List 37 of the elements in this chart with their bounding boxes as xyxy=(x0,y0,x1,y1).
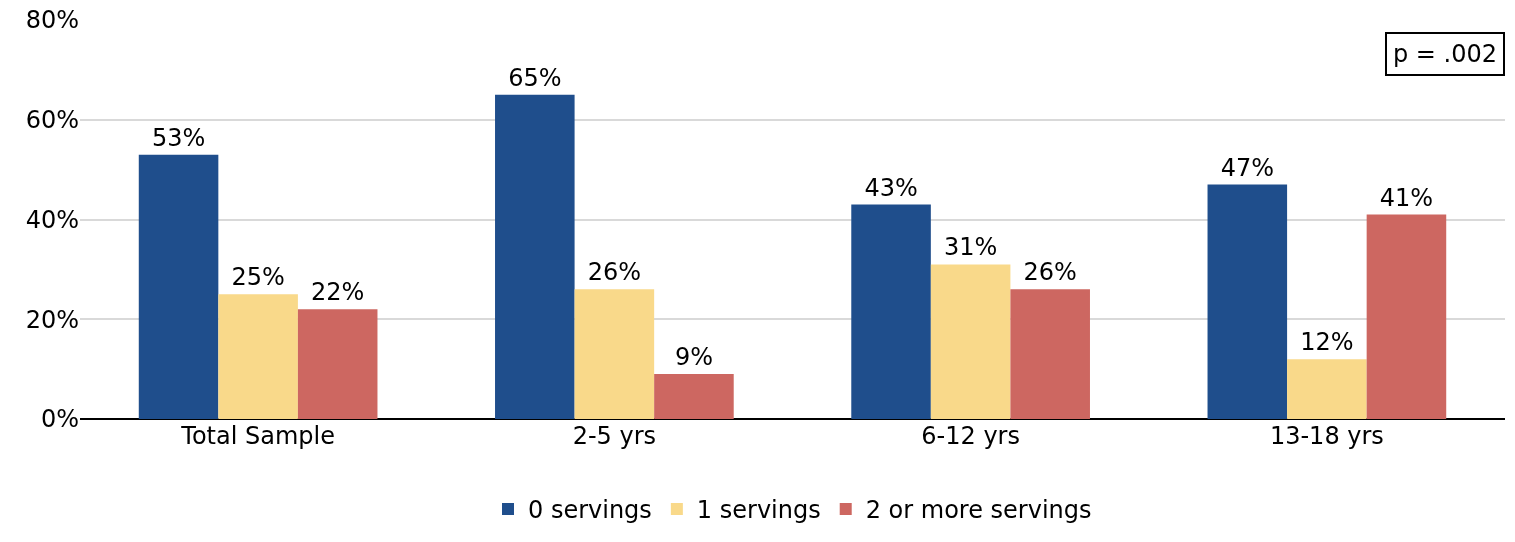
y-tick-label: 0% xyxy=(40,405,79,434)
y-tick-label: 60% xyxy=(25,106,79,135)
x-tick-label: 13-18 yrs xyxy=(1269,422,1384,450)
data-label: 43% xyxy=(864,173,918,202)
bar xyxy=(654,374,734,419)
data-label: 31% xyxy=(943,233,998,262)
x-tick-label: 2-5 yrs xyxy=(572,422,657,450)
bar xyxy=(297,309,378,419)
legend-label: 0 servings xyxy=(528,496,652,525)
data-label: 53% xyxy=(151,123,206,152)
x-tick-label: Total Sample xyxy=(180,422,335,450)
data-label: 12% xyxy=(1300,328,1354,357)
data-label: 26% xyxy=(587,258,642,287)
data-label: 9% xyxy=(674,343,713,372)
legend-label: 1 servings xyxy=(696,496,821,525)
bar xyxy=(1010,289,1090,419)
bar xyxy=(495,94,575,419)
data-label: 47% xyxy=(1220,153,1274,182)
y-tick-label: 80% xyxy=(25,6,79,35)
legend-label: 2 or more servings xyxy=(865,496,1092,525)
x-tick-label: 6-12 yrs xyxy=(921,422,1020,450)
bar xyxy=(218,294,298,419)
data-label: 41% xyxy=(1379,183,1434,212)
bar xyxy=(1287,359,1367,419)
data-label: 65% xyxy=(508,63,562,92)
bar xyxy=(930,264,1011,419)
bar xyxy=(1366,214,1447,419)
data-label: 26% xyxy=(1023,258,1077,287)
bar xyxy=(138,154,219,419)
bar xyxy=(1207,184,1288,419)
annotation: p = .002 xyxy=(1393,40,1498,68)
bar xyxy=(574,289,655,419)
data-label: 25% xyxy=(231,263,285,292)
data-label: 22% xyxy=(311,278,365,307)
y-tick-label: 40% xyxy=(25,205,79,234)
y-tick-label: 20% xyxy=(25,305,79,334)
bar xyxy=(851,204,931,419)
